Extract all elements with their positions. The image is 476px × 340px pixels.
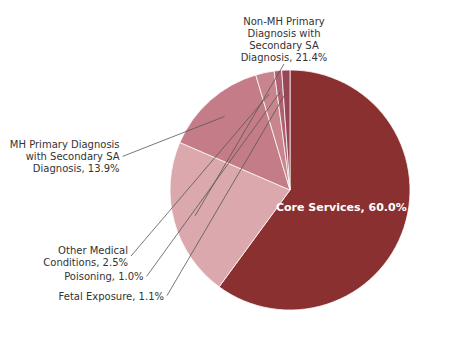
slice-label: MH Primary Diagnosiswith Secondary SADia… bbox=[10, 139, 120, 174]
slice-label: Other MedicalConditions, 2.5% bbox=[43, 245, 128, 268]
leader-line bbox=[195, 64, 284, 216]
slice bbox=[282, 70, 290, 190]
slice bbox=[274, 70, 290, 190]
slice-label: Fetal Exposure, 1.1% bbox=[59, 291, 164, 302]
slice-label: Non-MH PrimaryDiagnosis withSecondary SA… bbox=[241, 16, 328, 63]
chart: Core Services, 60.0% Non-MH PrimaryDiagno… bbox=[0, 0, 476, 340]
slices bbox=[170, 70, 410, 310]
leader-line bbox=[147, 92, 281, 276]
slice-label: Poisoning, 1.0% bbox=[64, 271, 143, 282]
leader-line bbox=[123, 116, 225, 156]
background bbox=[0, 0, 476, 340]
leader-line bbox=[131, 94, 269, 256]
leader-lines bbox=[123, 64, 287, 296]
labels: Core Services, 60.0% Non-MH PrimaryDiagno… bbox=[10, 16, 407, 302]
slice-label: Core Services, 60.0% bbox=[276, 201, 407, 214]
leader-line bbox=[167, 92, 287, 296]
